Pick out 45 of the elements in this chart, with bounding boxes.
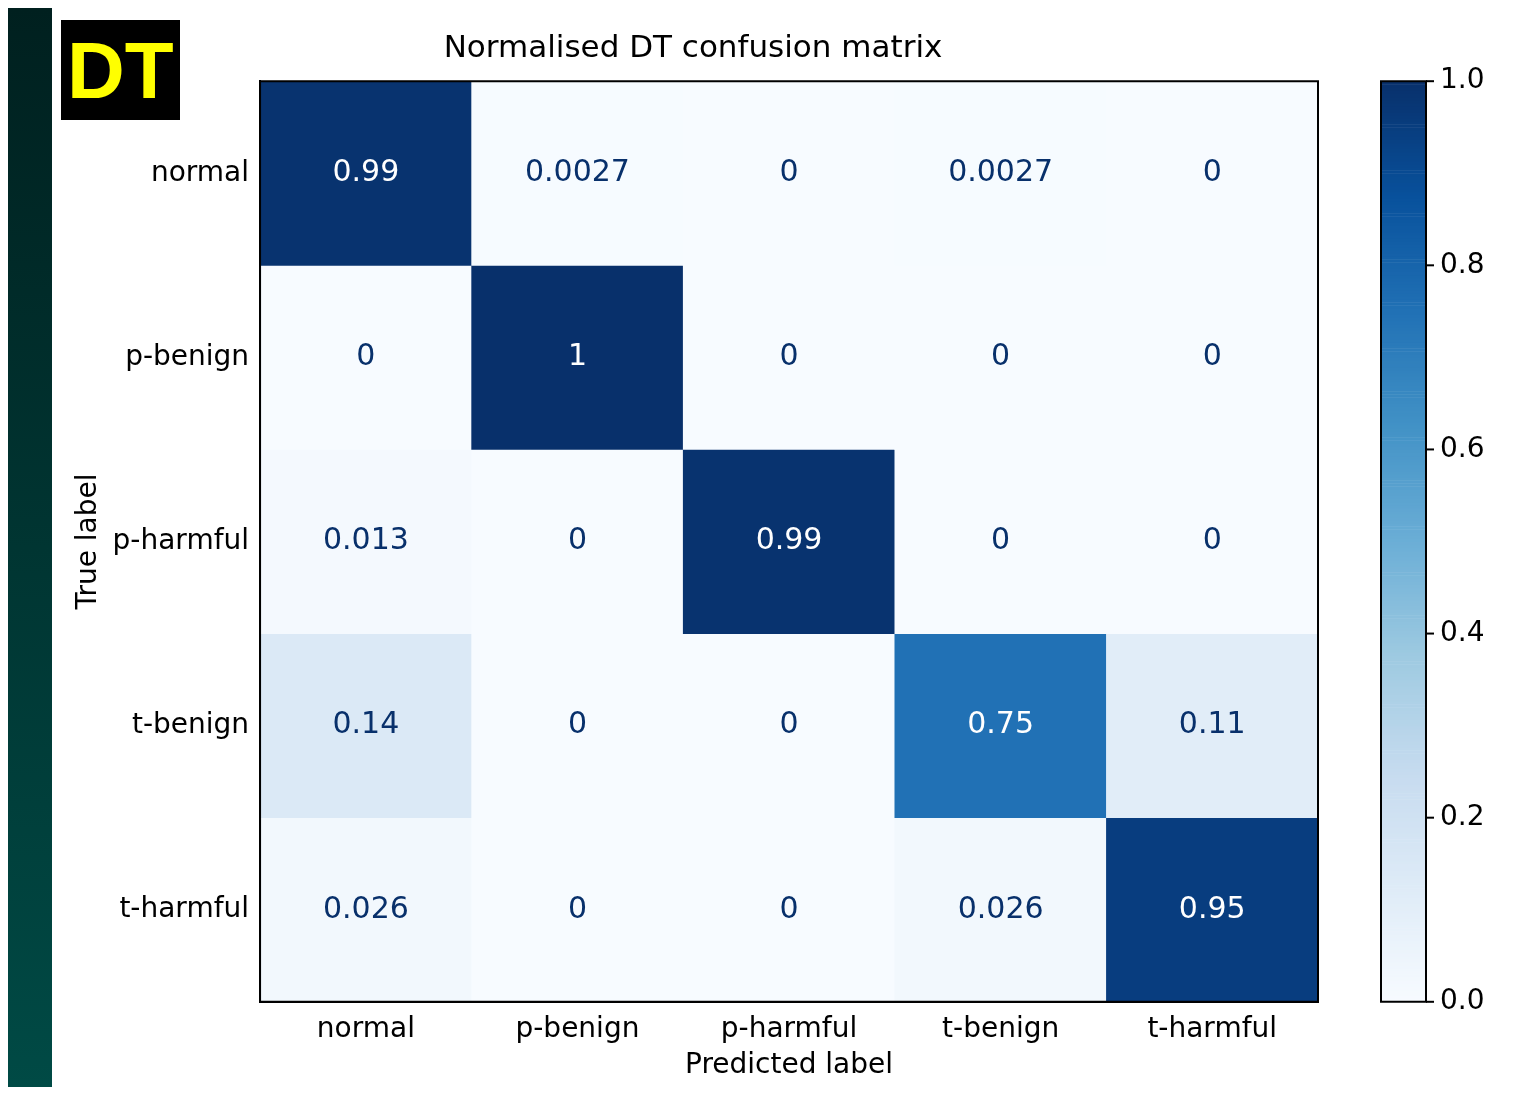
color-bar-label: 1.0 (1440, 62, 1485, 96)
data-label: 0 (991, 521, 1011, 557)
color-bar-label: 0.0 (1440, 983, 1485, 1017)
color-bar-label: 0.4 (1440, 614, 1485, 648)
x-tick-label: t-benign (942, 1010, 1060, 1044)
data-label: 0 (567, 521, 587, 557)
x-axis-title: Predicted label (685, 1047, 894, 1081)
text: DT (61, 20, 180, 120)
color-bar-label: 0.6 (1440, 430, 1485, 464)
data-label: 0.0027 (524, 153, 630, 189)
data-label: 0 (1202, 337, 1222, 373)
chart-title: Normalised DT confusion matrix (443, 27, 943, 64)
y-tick-label: p-harmful (112, 522, 250, 556)
y-tick-label: t-harmful (119, 891, 250, 925)
data-label: 0 (1202, 153, 1222, 189)
data-label: 0.0027 (948, 153, 1054, 189)
data-label: 0 (779, 705, 799, 741)
data-label: 0.026 (957, 889, 1044, 925)
data-label: 0.013 (322, 521, 409, 557)
data-label: 0.99 (332, 153, 400, 189)
data-label: 0 (567, 889, 587, 925)
data-label: 1 (567, 337, 587, 373)
data-label: 0.026 (322, 889, 409, 925)
x-tick-label: p-benign (515, 1010, 640, 1044)
color-bar-label: 0.8 (1440, 246, 1485, 280)
data-label: 0 (1202, 521, 1222, 557)
data-label: 0.75 (967, 705, 1035, 741)
data-label: 0.95 (1178, 889, 1246, 925)
data-label: 0 (991, 337, 1011, 373)
data-label: 0 (779, 337, 799, 373)
x-tick-label: p-harmful (720, 1010, 858, 1044)
data-label: 0.99 (755, 521, 823, 557)
x-tick-label: t-harmful (1147, 1010, 1278, 1044)
data-label: 0 (779, 153, 799, 189)
y-tick-label: normal (150, 154, 250, 188)
y-axis-title: True label (70, 473, 104, 611)
y-tick-label: t-benign (131, 706, 250, 740)
color-bar-label: 0.2 (1440, 798, 1485, 832)
data-label: 0.11 (1178, 705, 1246, 741)
x-tick-label: normal (316, 1010, 415, 1044)
data-label: 0.14 (332, 705, 400, 741)
data-label: 0 (779, 889, 799, 925)
data-label: 0 (567, 705, 587, 741)
y-tick-label: p-benign (125, 338, 250, 372)
data-label: 0 (356, 337, 376, 373)
